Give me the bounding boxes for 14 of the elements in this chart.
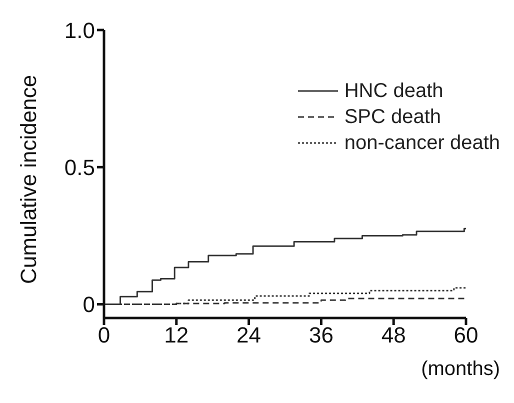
legend-label: HNC death xyxy=(344,79,444,104)
y-tick-label: 0 xyxy=(82,292,95,318)
x-tick-label: 0 xyxy=(98,322,110,348)
x-tick-label: 60 xyxy=(454,322,478,348)
x-tick-label: 36 xyxy=(308,322,334,348)
y-axis-title: Cumulative incidence xyxy=(16,74,41,284)
legend-label: SPC death xyxy=(344,105,442,130)
y-tick-label: 0.5 xyxy=(64,154,95,180)
x-tick-label: 48 xyxy=(381,322,406,348)
x-tick-label: 12 xyxy=(164,322,189,348)
x-tick-label: 24 xyxy=(236,322,262,348)
y-tick-label: 1.0 xyxy=(64,18,95,43)
legend-label: non-cancer death xyxy=(344,131,500,156)
x-axis-title: (months) xyxy=(421,358,500,381)
